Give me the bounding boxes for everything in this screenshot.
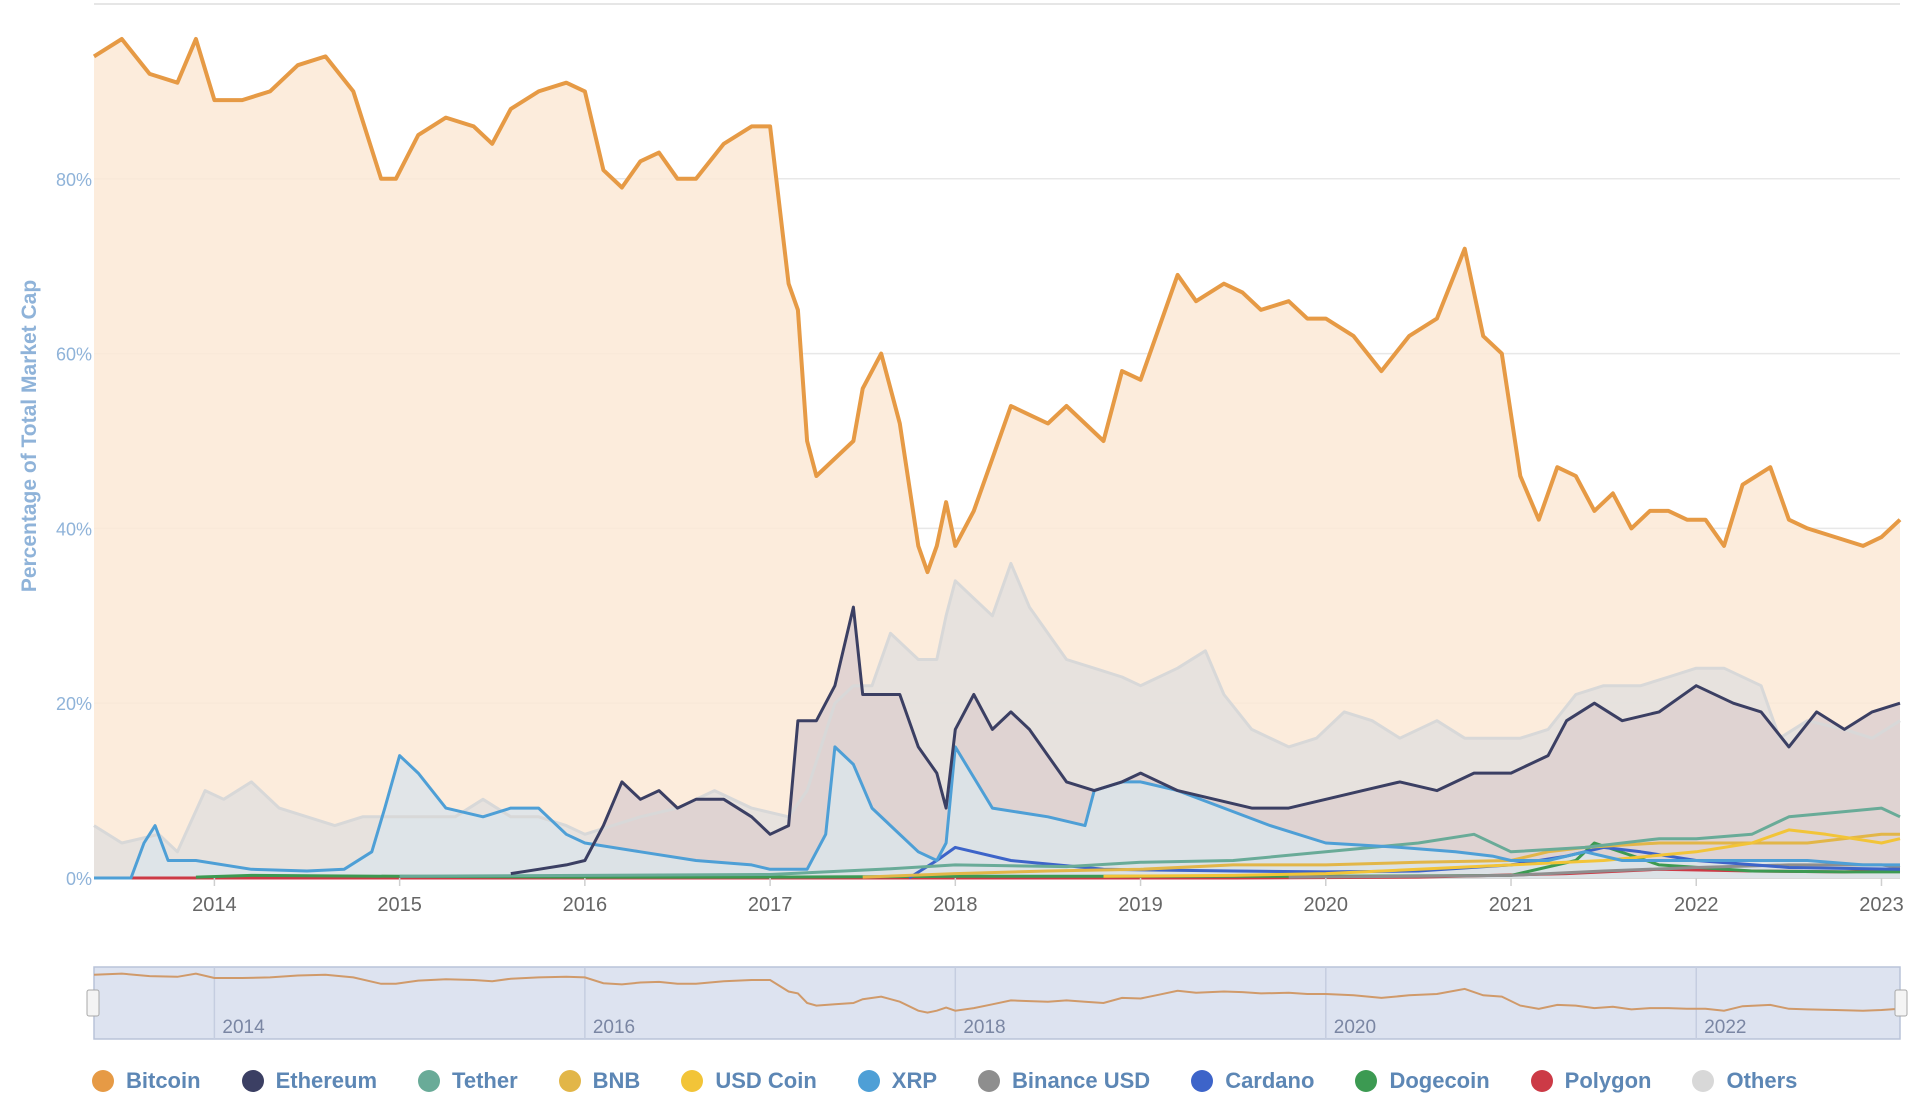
legend-item-dogecoin[interactable]: Dogecoin — [1355, 1068, 1490, 1094]
legend-label: Others — [1726, 1068, 1798, 1093]
line-tether — [399, 806, 1901, 878]
legend-item-cardano[interactable]: Cardano — [1191, 1068, 1314, 1094]
legend-dot-icon — [681, 1070, 704, 1092]
y-tick-label: 0% — [66, 869, 92, 889]
legend-dot-icon — [1530, 1070, 1553, 1092]
legend-item-xrp[interactable]: XRP — [857, 1068, 938, 1094]
x-tick-label: 2023 — [1859, 894, 1904, 916]
line-bitcoin — [92, 37, 1902, 575]
x-axis-ticks: 2014 2015 2016 2017 2018 2019 2020 2021 2022 2023 — [192, 878, 1904, 916]
legend-label: Bitcoin — [126, 1068, 201, 1093]
line-cardano — [908, 845, 1901, 880]
x-tick-label: 2019 — [1118, 894, 1163, 916]
legend-item-tether[interactable]: Tether — [418, 1068, 518, 1094]
x-tick-label: 2020 — [1304, 894, 1349, 916]
legend-label: BNB — [592, 1068, 641, 1093]
line-others — [93, 561, 1901, 854]
y-tick-label: 40% — [56, 519, 92, 539]
x-tick-label: 2017 — [748, 894, 793, 916]
legend-item-bnb[interactable]: BNB — [558, 1068, 641, 1094]
legend-label: Binance USD — [1012, 1068, 1151, 1093]
legend-label: USD Coin — [715, 1068, 817, 1093]
legend-dot-icon — [857, 1070, 880, 1092]
navigator-tick-label: 2016 — [593, 1017, 635, 1038]
legend-item-polygon[interactable]: Polygon — [1530, 1068, 1652, 1094]
navigator-handle-right[interactable] — [1894, 989, 1908, 1017]
legend-label: Tether — [452, 1068, 518, 1093]
legend-item-others[interactable]: Others — [1692, 1068, 1797, 1094]
line-ethereum — [510, 605, 1901, 876]
legend-label: Ethereum — [275, 1068, 378, 1093]
navigator-tick-label: 2014 — [222, 1017, 265, 1038]
legend-dot-icon — [978, 1070, 1001, 1092]
navigator-series-line — [93, 972, 1901, 1014]
y-tick-label: 80% — [56, 170, 92, 190]
legend-dot-icon — [1191, 1070, 1214, 1092]
legend-dot-icon — [1692, 1070, 1715, 1092]
legend-label: Cardano — [1225, 1068, 1315, 1093]
legend-dot-icon — [558, 1070, 581, 1092]
legend-dot-icon — [418, 1070, 441, 1092]
legend-item-bitcoin[interactable]: Bitcoin — [92, 1068, 201, 1094]
area-bitcoin — [94, 39, 1900, 878]
legend-item-ethereum[interactable]: Ethereum — [241, 1068, 378, 1094]
legend-item-binance-usd[interactable]: Binance USD — [978, 1068, 1150, 1094]
line-bnb — [862, 832, 1900, 879]
legend-dot-icon — [241, 1070, 264, 1092]
x-tick-label: 2014 — [192, 894, 237, 916]
navigator-handle-left[interactable] — [86, 989, 100, 1017]
series-areas — [94, 39, 1900, 878]
y-tick-label: 60% — [56, 345, 92, 365]
x-tick-label: 2022 — [1674, 894, 1719, 916]
legend-label: XRP — [891, 1068, 938, 1093]
y-tick-label: 20% — [56, 694, 92, 714]
x-tick-label: 2018 — [933, 894, 978, 916]
x-tick-label: 2016 — [563, 894, 608, 916]
area-xrp — [94, 746, 1900, 878]
series-lines — [92, 37, 1902, 880]
y-axis-ticks: 0% 20% 40% 60% 80% — [56, 170, 92, 889]
legend-dot-icon — [92, 1070, 114, 1092]
x-tick-label: 2015 — [377, 894, 422, 916]
line-usd-coin — [1103, 828, 1901, 878]
legend-label: Polygon — [1564, 1068, 1652, 1093]
line-xrp — [94, 745, 1900, 880]
legend-item-usd-coin[interactable]: USD Coin — [681, 1068, 817, 1094]
chart-legend: Bitcoin Ethereum Tether BNB USD Coin XRP Binan… — [92, 1066, 1838, 1096]
navigator-tick-label: 2022 — [1704, 1017, 1746, 1038]
navigator-tick-label: 2018 — [963, 1017, 1005, 1038]
range-navigator[interactable]: 2014 2016 2018 2020 2022 — [86, 966, 1908, 1040]
legend-dot-icon — [1355, 1070, 1378, 1092]
legend-label: Dogecoin — [1389, 1068, 1490, 1093]
y-axis-label: Percentage of Total Market Cap — [18, 280, 41, 592]
navigator-tick-label: 2020 — [1334, 1017, 1376, 1038]
x-tick-label: 2021 — [1489, 894, 1534, 916]
navigator-ticks: 2014 2016 2018 2020 2022 — [213, 967, 1747, 1039]
